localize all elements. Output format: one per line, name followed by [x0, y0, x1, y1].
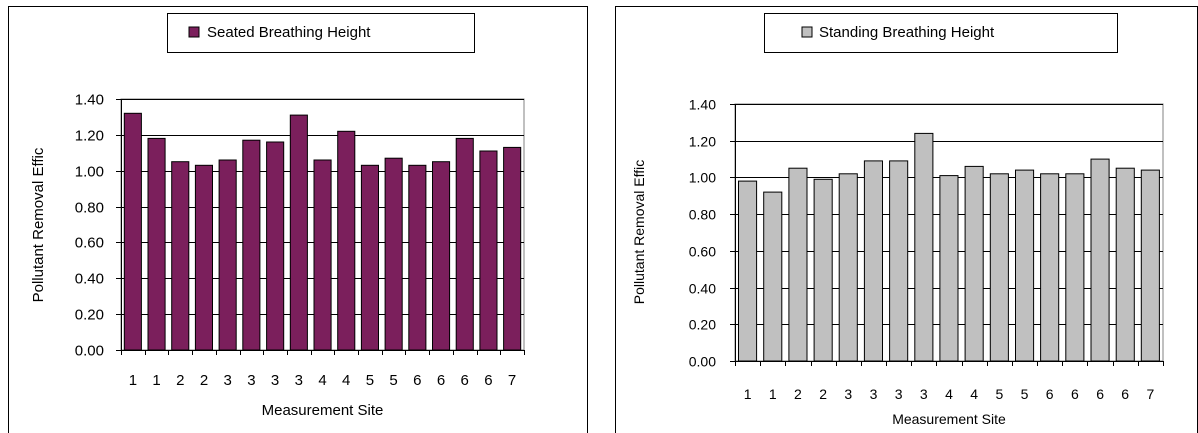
bar: [964, 165, 984, 362]
x-tick-label: 3: [247, 372, 255, 389]
x-tick-label: 1: [129, 372, 137, 389]
y-tick-label: 0.60: [75, 235, 104, 252]
bar: [863, 160, 883, 362]
bar: [479, 150, 498, 351]
bar: [838, 173, 858, 362]
y-tick-label: 0.00: [689, 354, 716, 370]
y-tick-label: 1.20: [75, 128, 104, 145]
x-tick-label: 2: [176, 372, 184, 389]
x-tick-label: 2: [794, 386, 802, 402]
seated-chart-panel: Seated Breathing Height 0.00 0.20 0.40 0.60…: [0, 0, 596, 433]
x-tick-label: 3: [271, 372, 279, 389]
bar: [194, 164, 213, 351]
seated-chart: Seated Breathing Height 0.00 0.20 0.40 0.60…: [8, 6, 588, 433]
standing-chart-panel: Standing Breathing Height 0.00 0.20 0.40 0.…: [607, 0, 1198, 433]
x-tick-label: 4: [318, 372, 326, 389]
bar: [813, 178, 833, 362]
standing-chart: Standing Breathing Height 0.00 0.20 0.40 0.…: [615, 6, 1198, 433]
legend-swatch: [801, 26, 813, 38]
bar: [289, 114, 308, 351]
x-tick-label: 6: [437, 372, 445, 389]
bar: [147, 137, 166, 351]
y-tick-label: 1.40: [689, 97, 716, 113]
y-axis-title: Pollutant Removal Effic: [30, 147, 47, 302]
bar: [218, 159, 237, 351]
y-tick-label: 0.40: [689, 281, 716, 297]
y-tick-label: 1.40: [75, 92, 104, 109]
legend-swatch: [188, 26, 200, 38]
x-tick-label: 3: [870, 386, 878, 402]
x-tick-label: 5: [1021, 386, 1029, 402]
bar: [337, 130, 356, 351]
x-tick-label: 5: [366, 372, 374, 389]
bar: [1090, 158, 1110, 362]
x-tick-label: 4: [970, 386, 978, 402]
legend-label: Standing Breathing Height: [819, 24, 995, 41]
x-tick-label: 3: [895, 386, 903, 402]
x-axis-title: Measurement Site: [262, 402, 384, 419]
x-tick-label: 6: [484, 372, 492, 389]
bar: [763, 191, 783, 362]
y-tick-label: 0.80: [75, 200, 104, 217]
bar: [408, 164, 427, 351]
bar: [889, 160, 909, 362]
legend-box: [764, 13, 1118, 53]
legend-box: [167, 13, 475, 53]
x-tick-label: 7: [1147, 386, 1155, 402]
bar: [360, 164, 379, 351]
bar: [1015, 169, 1035, 362]
bar: [123, 112, 142, 351]
x-tick-label: 6: [413, 372, 421, 389]
x-axis-title: Measurement Site: [892, 411, 1006, 427]
x-tick-label: 1: [769, 386, 777, 402]
x-tick-label: 6: [1121, 386, 1129, 402]
x-tick-label: 3: [295, 372, 303, 389]
y-tick-label: 0.80: [689, 207, 716, 223]
x-tick-label: 6: [1046, 386, 1054, 402]
bar: [1040, 173, 1060, 362]
x-tick-label: 4: [945, 386, 953, 402]
bar: [1065, 173, 1085, 362]
x-tick-label: 2: [819, 386, 827, 402]
bar: [171, 161, 190, 351]
x-tick-label: 1: [152, 372, 160, 389]
x-tick-label: 3: [920, 386, 928, 402]
x-tick-label: 7: [508, 372, 516, 389]
x-tick-label: 5: [996, 386, 1004, 402]
x-tick-label: 6: [1096, 386, 1104, 402]
bar: [432, 161, 451, 351]
bar: [989, 173, 1009, 362]
bar: [503, 146, 522, 351]
y-tick-label: 0.00: [75, 343, 104, 360]
bar: [313, 159, 332, 351]
y-tick-label: 0.60: [689, 244, 716, 260]
y-tick-label: 1.00: [689, 170, 716, 186]
bar: [738, 180, 758, 362]
x-tick-label: 6: [1071, 386, 1079, 402]
legend-label: Seated Breathing Height: [207, 24, 371, 41]
bar: [1115, 167, 1135, 362]
y-tick-label: 1.00: [75, 164, 104, 181]
bar: [242, 139, 261, 351]
bar: [384, 157, 403, 351]
y-tick-label: 0.20: [75, 307, 104, 324]
bar: [939, 175, 959, 362]
x-tick-label: 6: [461, 372, 469, 389]
bar: [455, 137, 474, 351]
bar: [1140, 169, 1160, 362]
bar: [914, 132, 934, 362]
y-axis-title: Pollutant Removal Effic: [631, 160, 647, 304]
x-tick-label: 3: [224, 372, 232, 389]
x-tick-label: 2: [200, 372, 208, 389]
x-tick-label: 3: [844, 386, 852, 402]
y-tick-label: 0.40: [75, 271, 104, 288]
bar: [266, 141, 285, 351]
y-tick-label: 0.20: [689, 317, 716, 333]
y-tick-label: 1.20: [689, 134, 716, 150]
x-tick-label: 1: [744, 386, 752, 402]
bar: [788, 167, 808, 362]
x-tick-label: 4: [342, 372, 350, 389]
x-tick-label: 5: [389, 372, 397, 389]
